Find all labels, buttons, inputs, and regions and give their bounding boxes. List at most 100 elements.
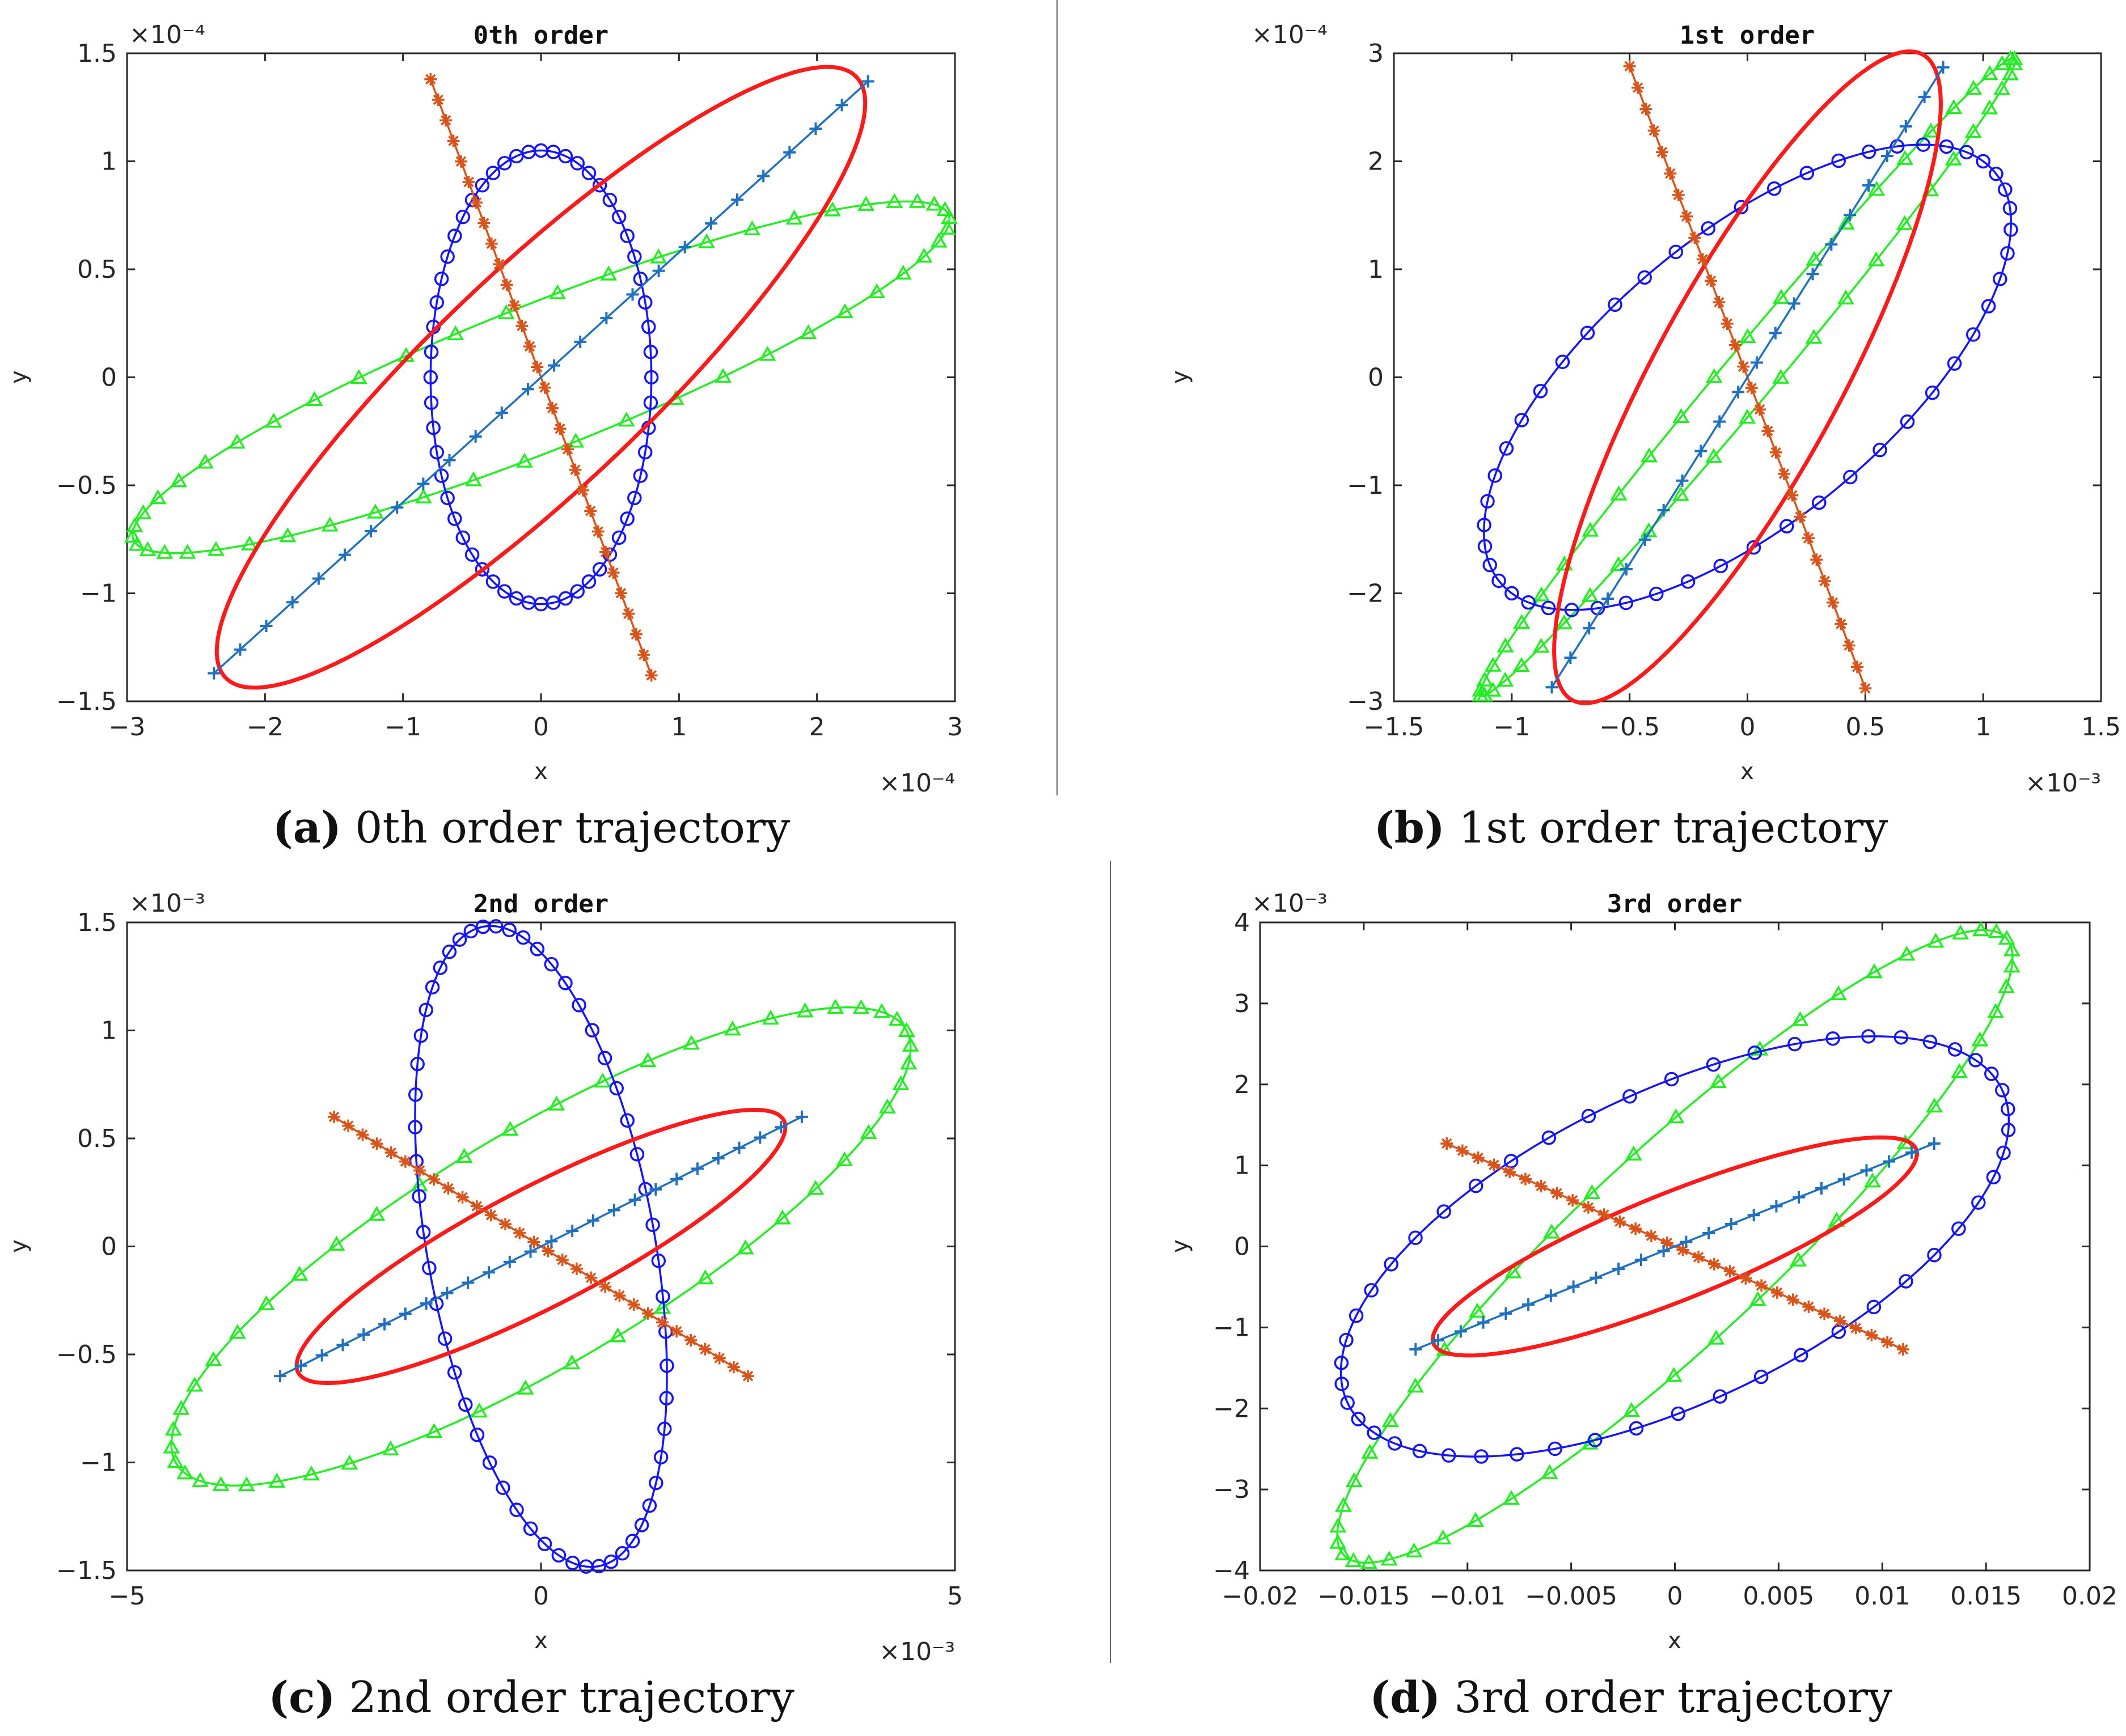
triangle-marker (1405, 1542, 1423, 1557)
circle-marker (625, 1534, 640, 1548)
plus-marker (417, 477, 430, 490)
plus-marker (754, 1131, 767, 1144)
plus-marker (607, 1204, 620, 1217)
circle-marker (1503, 1154, 1519, 1168)
circle-marker (1514, 413, 1529, 427)
y-tick-label: 0 (1234, 1233, 1250, 1261)
star-marker (499, 1218, 512, 1231)
triangle-marker (1739, 328, 1756, 344)
triangle-marker (1926, 1097, 1943, 1113)
star-marker (1705, 274, 1717, 287)
triangle-marker (873, 1003, 890, 1018)
y-tick-label: −3 (1213, 1475, 1250, 1504)
plot-area (1259, 921, 2091, 1572)
triangle-marker (1497, 637, 1514, 653)
plus-marker (1880, 149, 1893, 162)
blue-circle-ellipse-line (429, 149, 653, 606)
triangle-marker (683, 1035, 700, 1050)
star-marker (342, 1119, 355, 1132)
plus-marker (835, 99, 848, 112)
circle-marker (455, 530, 471, 545)
circle-marker (1893, 1030, 1909, 1045)
circle-marker (1367, 1425, 1381, 1440)
plus-marker (1937, 61, 1950, 74)
circle-marker (627, 249, 642, 264)
green-triangle-ellipse-line (1336, 929, 2014, 1564)
circle-marker (496, 1480, 510, 1495)
circle-marker (1706, 1057, 1721, 1072)
triangle-marker (1667, 1108, 1685, 1124)
x-tick-label: −1 (384, 713, 421, 742)
star-marker (531, 361, 544, 374)
plus-marker (1713, 415, 1726, 428)
circle-marker (1995, 1083, 2010, 1098)
circle-marker (1364, 1283, 1379, 1298)
star-marker (699, 1343, 712, 1356)
chart-panel-d: 3rd order x y ×10⁻³ −0.02 −0.015 −0.01 −0.0… (1167, 889, 2117, 1654)
x-tick-label: 0.015 (1950, 1582, 2022, 1611)
y-exponent-label: ×10⁻³ (1252, 889, 1328, 918)
triangle-marker (497, 304, 515, 319)
star-marker (1629, 1222, 1642, 1235)
circle-marker (1349, 1308, 1364, 1323)
x-exponent-label: ×10⁻³ (2025, 769, 2101, 798)
star-marker (670, 1325, 683, 1338)
star-marker (1794, 510, 1807, 523)
triangle-marker (1922, 122, 1939, 138)
triangle-marker (1497, 671, 1514, 687)
circle-marker (558, 149, 573, 164)
plus-marker (336, 1339, 349, 1352)
star-marker (1487, 1158, 1501, 1171)
plus-marker (1747, 1209, 1760, 1222)
plus-marker (1883, 1155, 1896, 1168)
star-marker (1721, 317, 1734, 330)
circle-marker (530, 942, 545, 956)
star-marker (1833, 1314, 1846, 1327)
star-marker (556, 1254, 569, 1267)
circle-marker (419, 1002, 433, 1018)
star-marker (1503, 1166, 1516, 1179)
circle-marker (1873, 442, 1887, 458)
triangle-marker (164, 1420, 182, 1436)
circle-marker (1916, 137, 1931, 152)
star-marker (1851, 660, 1863, 674)
star-marker (1745, 382, 1758, 395)
triangle-marker (1532, 638, 1550, 653)
plus-marker (469, 430, 482, 443)
triangle-marker (1381, 1412, 1399, 1427)
plus-marker (312, 572, 325, 585)
circle-marker (1671, 1406, 1686, 1421)
circle-marker (1618, 595, 1634, 611)
circle-marker (1504, 586, 1519, 601)
triangle-marker (1952, 924, 1969, 940)
plus-marker (1815, 1182, 1828, 1195)
triangle-marker (892, 1075, 910, 1090)
plus-marker (1657, 503, 1670, 516)
star-marker (500, 278, 513, 291)
triangle-marker (382, 1440, 399, 1455)
star-marker (1818, 1307, 1831, 1320)
triangle-marker (471, 1402, 488, 1418)
triangle-marker (857, 196, 875, 211)
triangle-marker (366, 503, 384, 519)
plus-marker (1806, 268, 1819, 281)
triangle-marker (1533, 586, 1550, 602)
triangle-marker (328, 1235, 345, 1251)
x-tick-label: −3 (109, 713, 146, 742)
plus-marker (1522, 1298, 1535, 1311)
y-exponent-label: ×10⁻⁴ (129, 20, 205, 49)
plus-marker (574, 335, 587, 348)
star-marker (599, 1280, 612, 1293)
triangle-marker (1987, 1003, 2005, 1018)
triangle-marker (1513, 613, 1531, 629)
plus-marker (391, 501, 404, 514)
triangle-marker (618, 412, 635, 427)
star-marker (1613, 1215, 1626, 1228)
plus-marker (652, 264, 665, 277)
triangle-marker (639, 1052, 657, 1068)
star-marker (1802, 1300, 1815, 1313)
plus-marker (731, 193, 744, 206)
triangle-marker (1965, 79, 1983, 95)
plus-marker (775, 1121, 788, 1134)
